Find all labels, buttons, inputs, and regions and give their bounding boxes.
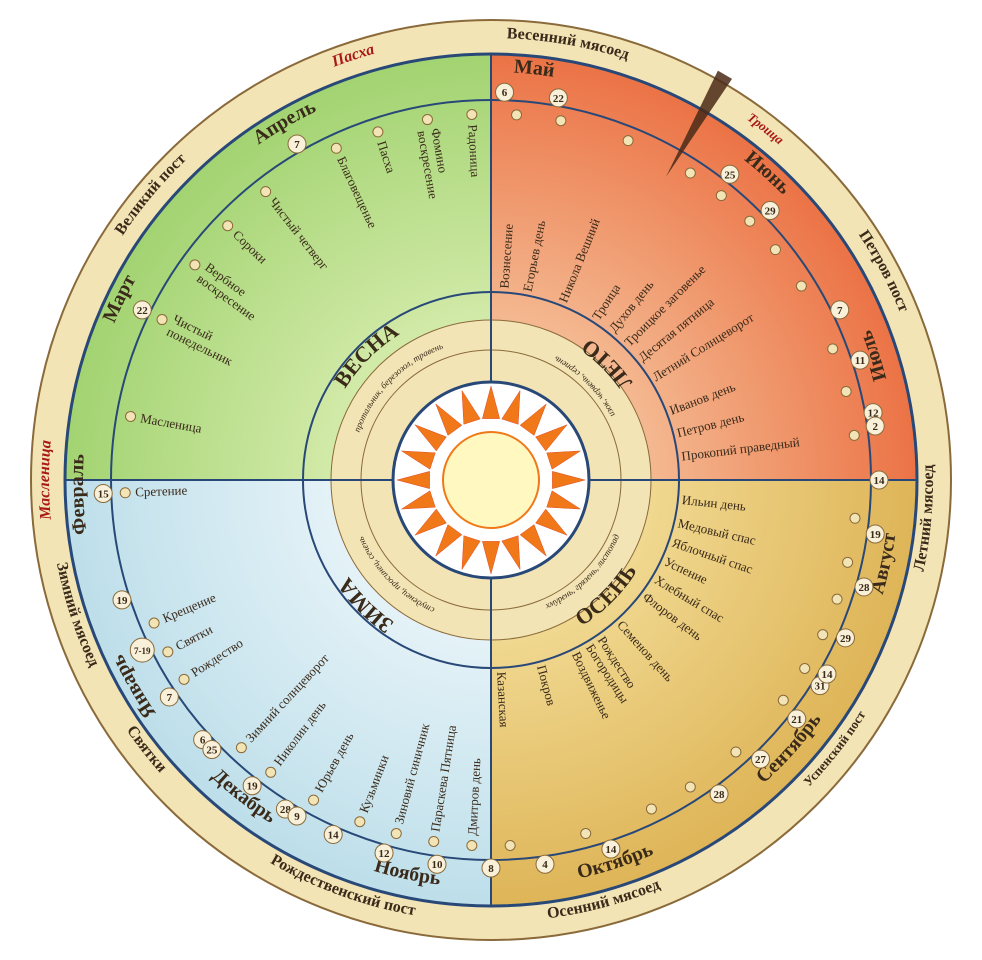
- outer-period-label: Масленица: [36, 439, 55, 521]
- month-label: Май: [513, 56, 556, 82]
- date-label: 14: [874, 475, 886, 487]
- date-label: 28: [858, 582, 870, 594]
- date-label: 7: [294, 139, 300, 151]
- date-label: 28: [714, 789, 726, 801]
- holiday-bullet: [422, 115, 432, 125]
- holiday-bullet: [179, 674, 189, 684]
- holiday-bullet: [685, 782, 695, 792]
- holiday-bullet: [467, 840, 477, 850]
- holiday-label: Радоница: [465, 124, 483, 178]
- date-label: 25: [724, 169, 736, 181]
- holiday-bullet: [843, 557, 853, 567]
- holiday-label: Сретение: [135, 483, 188, 500]
- holiday-bullet: [685, 168, 695, 178]
- holiday-bullet: [149, 618, 159, 628]
- date-label: 7: [837, 305, 843, 317]
- holiday-bullet: [731, 747, 741, 757]
- sun-icon: [393, 382, 589, 578]
- holiday-bullet: [623, 136, 633, 146]
- date-label: 22: [553, 93, 565, 105]
- holiday-bullet: [391, 829, 401, 839]
- date-label: 25: [206, 745, 218, 757]
- holiday-bullet: [849, 430, 859, 440]
- date-label: 29: [840, 633, 852, 645]
- holiday-bullet: [841, 386, 851, 396]
- holiday-bullet: [832, 594, 842, 604]
- date-label: 11: [855, 355, 865, 367]
- date-label: 7-19: [134, 646, 151, 656]
- holiday-bullet: [467, 110, 477, 120]
- date-label: 7: [167, 692, 173, 704]
- date-label: 10: [432, 859, 444, 871]
- holiday-bullet: [190, 260, 200, 270]
- holiday-bullet: [157, 315, 167, 325]
- date-label: 27: [755, 754, 767, 766]
- holiday-bullet: [646, 804, 656, 814]
- date-label: 29: [765, 205, 777, 217]
- svg-text:Казанская: Казанская: [494, 671, 512, 727]
- holiday-bullet: [120, 488, 130, 498]
- holiday-bullet: [266, 767, 276, 777]
- holiday-bullet: [770, 245, 780, 255]
- holiday-bullet: [745, 216, 755, 226]
- calendar-wheel: ЗИМАстуденец, просинец, сеченьВЕСНАпрота…: [0, 0, 982, 960]
- date-label: 2: [872, 421, 878, 433]
- date-label: 12: [379, 848, 391, 860]
- holiday-bullet: [716, 191, 726, 201]
- date-label: 9: [294, 811, 300, 823]
- date-label: 4: [542, 859, 548, 871]
- holiday-label: Казанская: [494, 671, 512, 727]
- holiday-bullet: [800, 664, 810, 674]
- date-label: 14: [605, 844, 617, 856]
- holiday-bullet: [163, 647, 173, 657]
- holiday-bullet: [429, 836, 439, 846]
- holiday-bullet: [236, 743, 246, 753]
- holiday-bullet: [309, 795, 319, 805]
- holiday-bullet: [373, 127, 383, 137]
- svg-text:Радоница: Радоница: [465, 124, 483, 178]
- date-label: 19: [870, 529, 882, 541]
- holiday-bullet: [505, 840, 515, 850]
- svg-text:Сретение: Сретение: [135, 483, 188, 500]
- month-label: Февраль: [66, 453, 91, 536]
- holiday-bullet: [223, 221, 233, 231]
- date-label: 8: [488, 863, 494, 875]
- holiday-bullet: [512, 110, 522, 120]
- holiday-bullet: [778, 695, 788, 705]
- date-label: 14: [328, 829, 340, 841]
- holiday-bullet: [828, 344, 838, 354]
- holiday-bullet: [355, 817, 365, 827]
- holiday-bullet: [796, 281, 806, 291]
- holiday-bullet: [556, 116, 566, 126]
- date-label: 21: [791, 714, 802, 726]
- holiday-bullet: [850, 513, 860, 523]
- date-label: 22: [137, 305, 149, 317]
- date-label: 19: [247, 781, 259, 793]
- date-label: 14: [822, 669, 834, 681]
- date-label: 6: [502, 87, 508, 99]
- date-label: 15: [98, 489, 110, 501]
- holiday-bullet: [331, 143, 341, 153]
- holiday-bullet: [581, 829, 591, 839]
- date-label: 19: [116, 595, 128, 607]
- holiday-bullet: [126, 411, 136, 421]
- holiday-bullet: [261, 187, 271, 197]
- holiday-bullet: [818, 630, 828, 640]
